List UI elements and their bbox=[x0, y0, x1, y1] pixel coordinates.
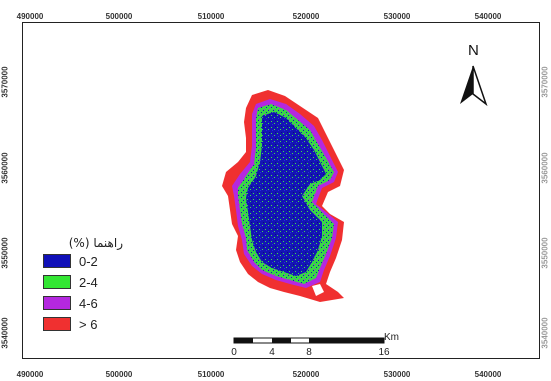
legend-label: 2-4 bbox=[79, 274, 98, 290]
legend-swatch bbox=[43, 275, 71, 289]
scale-label: 4 bbox=[269, 347, 275, 358]
x-tick-bottom: 510000 bbox=[197, 370, 225, 379]
north-label: N bbox=[468, 42, 479, 59]
legend-swatch bbox=[43, 317, 71, 331]
legend-item: 4-6 bbox=[33, 293, 125, 313]
x-tick-bottom: 490000 bbox=[16, 370, 44, 379]
legend-label: > 6 bbox=[79, 316, 98, 332]
x-tick-top: 540000 bbox=[474, 12, 502, 21]
x-tick-top: 490000 bbox=[16, 12, 44, 21]
x-tick-bottom: 530000 bbox=[383, 370, 411, 379]
legend-title: راهنما (%) bbox=[68, 236, 123, 250]
x-tick-bottom: 500000 bbox=[105, 370, 133, 379]
x-tick-top: 500000 bbox=[105, 12, 133, 21]
legend: راهنما (%) 0-2 2-4 4-6 > 6 bbox=[33, 236, 125, 334]
scale-bar-graphic bbox=[233, 337, 385, 344]
scale-bar: 0 4 8 16 bbox=[231, 334, 422, 364]
scale-label: 0 bbox=[231, 347, 237, 358]
x-tick-bottom: 540000 bbox=[474, 370, 502, 379]
legend-swatch bbox=[43, 296, 71, 310]
scale-unit: Km bbox=[384, 332, 399, 343]
legend-item: > 6 bbox=[33, 314, 125, 334]
x-tick-top: 510000 bbox=[197, 12, 225, 21]
legend-label: 0-2 bbox=[79, 253, 98, 269]
scale-label: 16 bbox=[378, 347, 390, 358]
x-tick-bottom: 520000 bbox=[292, 370, 320, 379]
scale-label: 8 bbox=[306, 347, 312, 358]
x-tick-top: 520000 bbox=[292, 12, 320, 21]
slope-class-gt6 bbox=[312, 284, 324, 296]
north-arrow-icon bbox=[460, 65, 488, 107]
legend-label: 4-6 bbox=[79, 295, 98, 311]
slope-class-0-2 bbox=[246, 112, 326, 276]
legend-item: 0-2 bbox=[33, 251, 125, 271]
legend-swatch bbox=[43, 254, 71, 268]
legend-item: 2-4 bbox=[33, 272, 125, 292]
x-tick-top: 530000 bbox=[383, 12, 411, 21]
